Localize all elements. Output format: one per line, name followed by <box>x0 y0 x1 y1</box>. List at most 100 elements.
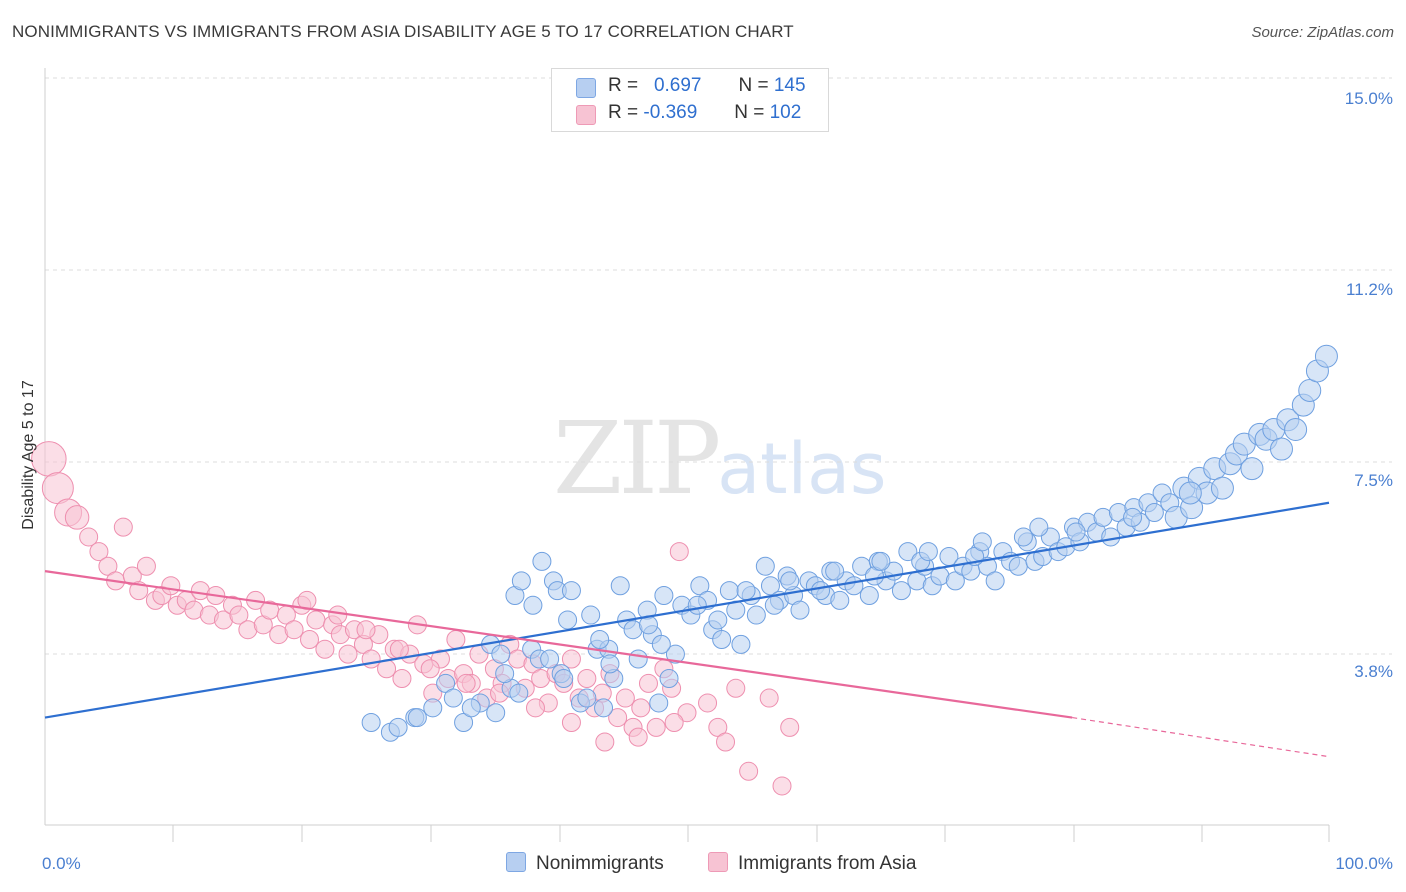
nonimmigrants-point <box>790 600 810 620</box>
immigrants-point <box>79 527 99 547</box>
immigrants-point <box>392 669 412 689</box>
nonimmigrants-point <box>561 581 581 601</box>
immigrants-point <box>306 610 326 630</box>
nonimmigrants-point <box>388 717 408 737</box>
x-tick-label: 100.0% <box>1335 854 1393 873</box>
immigrants-point <box>698 693 718 713</box>
immigrants-point <box>726 678 746 698</box>
nonimmigrants-point <box>590 629 610 649</box>
immigrants-point <box>708 717 728 737</box>
nonimmigrants-point <box>600 654 620 674</box>
immigrants-point <box>456 673 476 693</box>
nonimmigrants-point <box>511 571 531 591</box>
immigrants-point <box>64 505 90 530</box>
nonimmigrants-point <box>945 571 965 591</box>
immigrants-point <box>98 556 118 576</box>
nonimmigrants-point <box>486 703 506 723</box>
stats-legend: R = 0.697 N = 145 R = -0.369 N = 102 <box>551 68 829 132</box>
nonimmigrants-point <box>1013 527 1033 547</box>
nonimmigrants-point <box>891 581 911 601</box>
nonimmigrants-point <box>1284 418 1308 442</box>
y-tick-label: 11.2% <box>1346 280 1393 299</box>
axis-labels: 15.0% 11.2% 7.5% 3.8% 0.0% 100.0% Disability A… <box>20 89 1393 873</box>
y-axis-title: Disability Age 5 to 17 <box>20 380 37 530</box>
nonimmigrants-point <box>610 576 630 596</box>
immigrants-point <box>669 542 689 562</box>
immigrants-point <box>780 717 800 737</box>
immigrants-point <box>328 605 348 625</box>
nonimmigrants-point <box>825 561 845 581</box>
immigrants-point <box>646 717 666 737</box>
axes <box>44 68 1330 842</box>
nonimmigrants-point <box>461 698 481 718</box>
nonimmigrants-point <box>1314 344 1338 368</box>
r-label: R = <box>608 75 639 96</box>
nonimmigrants-point <box>594 698 614 718</box>
nonimmigrants-point <box>764 595 784 615</box>
nonimmigrants-point <box>746 605 766 625</box>
nonimmigrants-point <box>731 634 751 654</box>
immigrants-point <box>356 620 376 640</box>
nonimmigrants-point <box>532 551 552 571</box>
nonimmigrants-point <box>811 581 831 601</box>
gridlines <box>45 77 1392 655</box>
nonimmigrants-points <box>361 344 1338 742</box>
chart-title: NONIMMIGRANTS VS IMMIGRANTS FROM ASIA DI… <box>12 22 794 41</box>
legend-swatch-blue <box>576 78 596 98</box>
immigrants-point <box>631 698 651 718</box>
immigrants-point <box>315 639 335 659</box>
source-credit: Source: ZipAtlas.com <box>1251 24 1394 41</box>
nonimmigrants-point <box>554 669 574 689</box>
watermark-atlas: atlas <box>717 428 887 510</box>
watermark-zip: ZIP <box>553 400 721 517</box>
nonimmigrants-point <box>436 673 456 693</box>
nonimmigrants-point <box>407 708 427 728</box>
nonimmigrants-point <box>454 712 474 732</box>
nonimmigrants-point <box>423 698 443 718</box>
n-label: N = <box>734 102 765 123</box>
immigrants-point <box>338 644 358 664</box>
nonimmigrants-point <box>1298 378 1322 402</box>
nonimmigrants-point <box>687 595 707 615</box>
immigrants-point <box>389 639 409 659</box>
nonimmigrants-point <box>558 610 578 630</box>
legend-swatch-pink <box>708 852 728 872</box>
immigrants-point <box>136 556 156 576</box>
nonimmigrants-point <box>1144 503 1164 523</box>
immigrants-point <box>759 688 779 708</box>
immigrants-point <box>89 542 109 562</box>
immigrants-point <box>608 708 628 728</box>
immigrants-point <box>229 605 249 625</box>
r-label: R = <box>608 102 639 123</box>
immigrants-point <box>300 629 320 649</box>
legend-swatch-blue <box>506 852 526 872</box>
nonimmigrants-point <box>985 571 1005 591</box>
immigrants-point <box>113 517 133 537</box>
nonimmigrants-point <box>509 683 529 703</box>
nonimmigrants-point <box>1029 517 1049 537</box>
immigrants-point <box>420 659 440 679</box>
immigrants-point <box>664 712 684 732</box>
immigrants-point <box>561 649 581 669</box>
x-tick-label: 0.0% <box>42 854 81 873</box>
nonimmigrants-point <box>654 586 674 606</box>
n-label: N = <box>738 75 769 96</box>
immigrants-point <box>677 703 697 723</box>
nonimmigrants-point <box>712 629 732 649</box>
nonimmigrants-point <box>719 581 739 601</box>
immigrants-point <box>595 732 615 752</box>
immigrants-point <box>772 776 792 796</box>
nonimmigrants-point <box>659 669 679 689</box>
immigrants-trend-extension <box>1072 716 1330 758</box>
r-value: 0.697 <box>653 75 702 96</box>
nonimmigrants-point <box>708 610 728 630</box>
y-tick-label: 3.8% <box>1354 662 1393 681</box>
nonimmigrants-point <box>844 576 864 596</box>
nonimmigrants-point <box>581 605 601 625</box>
nonimmigrants-point <box>628 649 648 669</box>
nonimmigrants-point <box>649 693 669 713</box>
nonimmigrants-point <box>830 590 850 610</box>
nonimmigrants-point <box>859 586 879 606</box>
immigrants-point <box>161 576 181 596</box>
